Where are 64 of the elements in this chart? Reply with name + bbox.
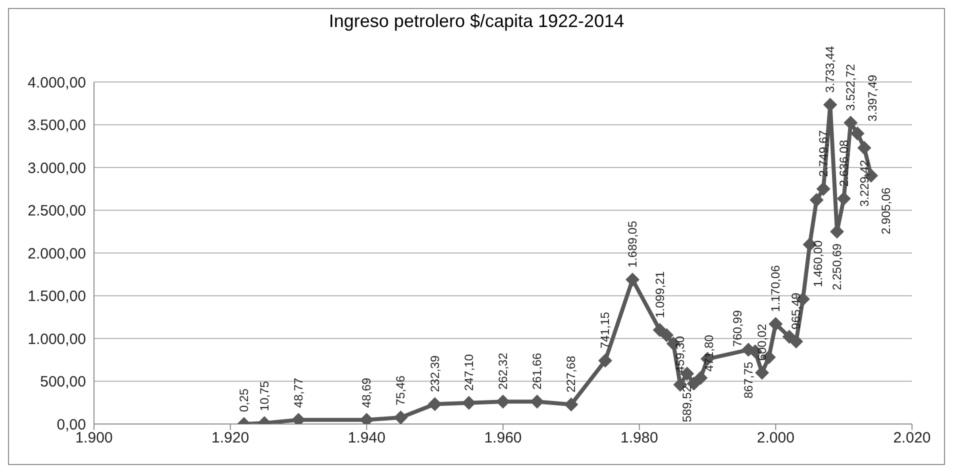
point bbox=[789, 334, 804, 348]
x-tick-label: 1.960 bbox=[484, 430, 522, 447]
data-label: 262,32 bbox=[496, 352, 510, 390]
point bbox=[428, 397, 442, 412]
data-label: 0,25 bbox=[236, 388, 251, 412]
y-tick-label: 4.000,00 bbox=[28, 74, 86, 92]
y-tick-label: 2.500,00 bbox=[28, 202, 86, 220]
data-label: 227,68 bbox=[564, 356, 578, 393]
y-tick-label: 3.500,00 bbox=[28, 117, 86, 134]
x-tick-label: 1.920 bbox=[212, 430, 250, 447]
data-label: 3.733,44 bbox=[823, 46, 838, 93]
data-label: 75,46 bbox=[394, 375, 408, 406]
point bbox=[626, 272, 640, 287]
chart-title: Ingreso petrolero $/capita 1922-2014 bbox=[328, 11, 626, 32]
data-label: 10,75 bbox=[257, 380, 272, 412]
data-label: 3.522,72 bbox=[844, 64, 858, 111]
point bbox=[564, 398, 578, 412]
point bbox=[850, 126, 864, 141]
data-label: 965,49 bbox=[789, 292, 804, 330]
data-label: 1.170,06 bbox=[768, 264, 783, 312]
point bbox=[836, 192, 851, 206]
data-label: 2.749,67 bbox=[816, 130, 830, 177]
data-label: 261,66 bbox=[530, 352, 544, 390]
x-tick-label: 1.940 bbox=[348, 430, 386, 447]
x-tick-label: 2.000 bbox=[756, 430, 794, 447]
y-tick-label: 500,00 bbox=[40, 374, 86, 391]
point bbox=[394, 410, 408, 424]
y-tick-label: 2.000,00 bbox=[28, 245, 86, 262]
data-label: 2.250,69 bbox=[830, 243, 844, 290]
data-label: 48,77 bbox=[292, 377, 306, 408]
point bbox=[660, 328, 674, 342]
data-label: 48,69 bbox=[360, 377, 374, 408]
point bbox=[755, 366, 770, 380]
data-label: 2.905,06 bbox=[879, 187, 894, 234]
data-label: 2.636,08 bbox=[836, 140, 851, 187]
point bbox=[694, 370, 708, 385]
data-label: 232,39 bbox=[428, 355, 442, 392]
data-label: 471,80 bbox=[702, 334, 716, 372]
y-tick-label: 1.500,00 bbox=[28, 288, 86, 306]
point bbox=[462, 396, 476, 410]
data-label: 1.460,00 bbox=[810, 240, 825, 288]
data-label: 867,75 bbox=[741, 361, 756, 399]
y-tick-label: 3.000,00 bbox=[28, 160, 86, 177]
data-label: 1.099,21 bbox=[652, 270, 667, 318]
x-tick-label: 1.980 bbox=[620, 430, 658, 447]
point bbox=[810, 192, 824, 207]
y-tick-label: 1.000,00 bbox=[28, 330, 86, 348]
point bbox=[530, 394, 544, 409]
point bbox=[816, 182, 830, 196]
data-label: 3.229,42 bbox=[857, 160, 872, 207]
point bbox=[496, 394, 510, 409]
data-label: 1.689,05 bbox=[626, 220, 640, 268]
data-label: 600,02 bbox=[755, 324, 770, 361]
point bbox=[830, 224, 844, 239]
point bbox=[598, 354, 612, 368]
data-label: 760,99 bbox=[730, 310, 744, 347]
data-label: 3.397,49 bbox=[865, 74, 880, 122]
data-label: 247,10 bbox=[462, 354, 476, 391]
point bbox=[857, 140, 872, 155]
data-label: 741,15 bbox=[598, 312, 612, 349]
data-label: 589,52 bbox=[680, 385, 694, 422]
data-label: 459,30 bbox=[673, 336, 688, 373]
point bbox=[768, 316, 783, 331]
x-tick-label: 2.020 bbox=[893, 430, 931, 447]
